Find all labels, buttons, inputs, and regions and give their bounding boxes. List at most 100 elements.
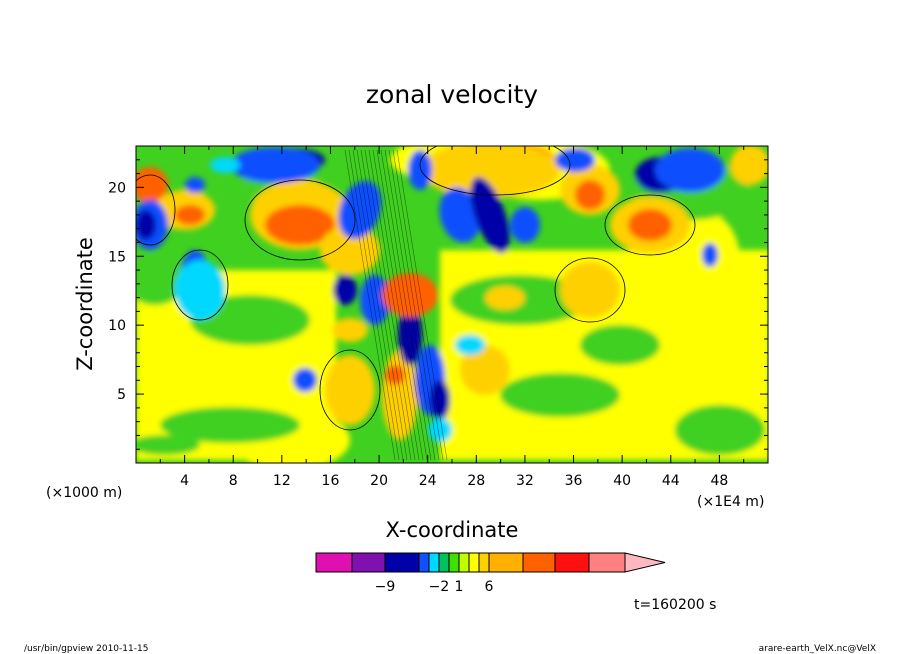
contour-region bbox=[460, 345, 510, 395]
contour-region bbox=[136, 210, 156, 240]
contour-region bbox=[485, 286, 525, 310]
contour-region bbox=[136, 435, 200, 455]
contour-line bbox=[352, 149, 404, 461]
contour-line bbox=[368, 149, 420, 461]
contour-region bbox=[265, 205, 335, 245]
contour-region bbox=[398, 305, 422, 365]
x-tick-label: 44 bbox=[662, 473, 680, 489]
x-tick-label: 8 bbox=[229, 473, 238, 489]
x-tick-label: 48 bbox=[710, 473, 728, 489]
colorbar-tick-label: 6 bbox=[485, 579, 494, 595]
contour-region bbox=[175, 260, 225, 320]
colorbar-box bbox=[458, 552, 470, 573]
contour-region bbox=[408, 150, 432, 190]
velocity-field bbox=[136, 146, 768, 463]
x-tick-label: 4 bbox=[180, 473, 189, 489]
contour-line bbox=[388, 149, 440, 461]
contour-region bbox=[360, 275, 390, 325]
colorbar-box bbox=[351, 552, 386, 573]
colorbar-tick-label: 1 bbox=[455, 579, 464, 595]
time-label: t=160200 s bbox=[634, 597, 716, 613]
contour-region bbox=[510, 207, 540, 243]
contour-region bbox=[702, 243, 718, 267]
contour-region bbox=[580, 325, 660, 365]
colorbar-extension bbox=[624, 552, 666, 573]
contour-line bbox=[348, 149, 400, 461]
contour-region bbox=[500, 373, 620, 417]
colorbar-box bbox=[468, 552, 480, 573]
colorbar-box bbox=[428, 552, 440, 573]
x-tick-label: 40 bbox=[613, 473, 631, 489]
contour-region bbox=[455, 335, 485, 355]
contour-region bbox=[325, 355, 375, 425]
x-axis: 4 8 12 16 20 24 28 32 36 40 44 48 bbox=[159, 146, 745, 489]
contour-region bbox=[320, 225, 380, 275]
contour-line bbox=[604, 194, 696, 256]
y-tick-label: 10 bbox=[108, 318, 126, 334]
y-tick-label: 15 bbox=[108, 249, 126, 265]
y-axis: 5 10 15 20 bbox=[108, 159, 768, 450]
contour-line bbox=[380, 149, 432, 461]
chart-title: zonal velocity bbox=[366, 80, 538, 109]
contour-region bbox=[428, 418, 452, 442]
colorbar-box bbox=[438, 552, 450, 573]
contour-line bbox=[554, 257, 626, 323]
colorbar-box bbox=[418, 552, 430, 573]
x-tick-label: 28 bbox=[467, 473, 485, 489]
colorbar-box bbox=[554, 552, 590, 573]
contour-region bbox=[655, 148, 725, 192]
contour-line bbox=[364, 149, 416, 461]
contour-region bbox=[555, 148, 595, 172]
contour-region bbox=[560, 262, 620, 318]
contour-line bbox=[244, 179, 356, 261]
colorbar-ticks: −9 −2 1 6 bbox=[375, 579, 494, 595]
contour-region bbox=[338, 180, 382, 240]
contour-line bbox=[372, 149, 424, 461]
contour-region bbox=[730, 146, 768, 185]
footer-left: /usr/bin/gpview 2010-11-15 bbox=[24, 644, 148, 654]
contour-region bbox=[628, 209, 672, 241]
colorbar-box bbox=[478, 552, 490, 573]
plot-area bbox=[135, 145, 769, 464]
contour-region bbox=[185, 177, 205, 193]
x-tick-label: 32 bbox=[516, 473, 534, 489]
contour-region bbox=[210, 157, 240, 173]
contour-line bbox=[171, 249, 229, 321]
contour-line bbox=[376, 149, 428, 461]
colorbar-box bbox=[384, 552, 420, 573]
x-tick-label: 12 bbox=[273, 473, 291, 489]
x-tick-label: 36 bbox=[565, 473, 583, 489]
colorbar-box bbox=[315, 552, 353, 573]
contour-region bbox=[175, 205, 205, 225]
colorbar-tick-label: −2 bbox=[429, 579, 450, 595]
colorbar-box bbox=[522, 552, 556, 573]
colorbar-tick-label: −9 bbox=[375, 579, 396, 595]
x-tick-label: 16 bbox=[322, 473, 340, 489]
x-tick-label: 24 bbox=[419, 473, 437, 489]
contour-line bbox=[384, 149, 436, 461]
contour-region bbox=[293, 368, 317, 392]
x-tick-label: 20 bbox=[370, 473, 388, 489]
contour-line bbox=[136, 174, 176, 246]
y-tick-label: 5 bbox=[117, 387, 126, 403]
x-unit-left: (×1000 m) bbox=[46, 485, 122, 501]
contour-line bbox=[344, 149, 396, 461]
contour-region bbox=[333, 275, 357, 305]
contour-region bbox=[575, 180, 605, 210]
colorbar bbox=[315, 552, 666, 573]
footer-right: arare-earth_VelX.nc@VelX bbox=[759, 644, 876, 654]
contour-line bbox=[356, 149, 408, 461]
contour-line bbox=[360, 149, 412, 461]
contour-region bbox=[160, 407, 300, 443]
x-axis-label: X-coordinate bbox=[386, 518, 519, 542]
y-axis-label: Z-coordinate bbox=[73, 237, 97, 371]
contour-region bbox=[382, 273, 438, 317]
contour-region bbox=[675, 405, 765, 455]
contour-region bbox=[430, 380, 450, 420]
colorbar-box bbox=[488, 552, 524, 573]
contour-region bbox=[420, 146, 560, 198]
contour-region bbox=[230, 147, 320, 183]
colorbar-box bbox=[588, 552, 626, 573]
y-tick-label: 20 bbox=[108, 180, 126, 196]
